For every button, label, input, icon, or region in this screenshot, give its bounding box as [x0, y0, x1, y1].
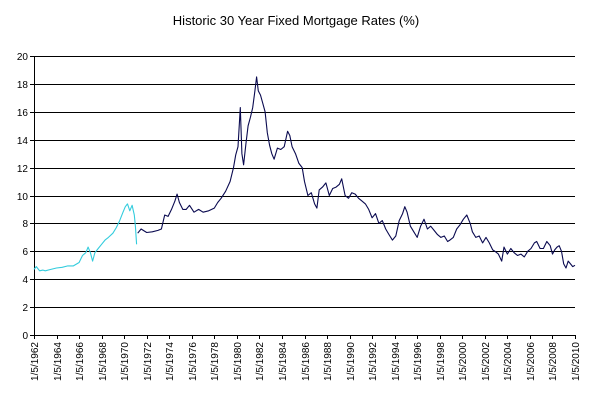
x-tick-label: 1/5/1964 [53, 342, 64, 381]
x-tick-label: 1/5/1994 [391, 342, 402, 381]
y-tick-label: 6 [22, 247, 28, 258]
x-tick-label: 1/5/2004 [503, 342, 514, 381]
x-tick-label: 1/5/2010 [571, 342, 582, 381]
y-tick-label: 12 [17, 164, 29, 175]
series-line-1 [33, 203, 138, 272]
y-axis: 0 2 4 6 8 10 12 14 16 18 20 [17, 52, 35, 342]
y-tick-label: 20 [17, 52, 29, 63]
x-tick-label: 1/5/1986 [301, 342, 312, 381]
y-tick-label: 10 [17, 192, 29, 203]
x-tick-label: 1/5/2000 [458, 342, 469, 381]
y-tick-label: 18 [17, 80, 29, 91]
x-tick-label: 1/5/1966 [75, 342, 86, 381]
x-tick-label: 1/5/1990 [346, 342, 357, 381]
y-tick-label: 4 [22, 275, 28, 286]
x-tick-label: 1/5/2006 [526, 342, 537, 381]
y-tick-label: 8 [22, 219, 28, 230]
x-tick-label: 1/5/1972 [143, 342, 154, 381]
chart-title: Historic 30 Year Fixed Mortgage Rates (%… [173, 13, 419, 28]
x-tick-label: 1/5/1970 [120, 342, 131, 381]
x-tick-label: 1/5/1982 [255, 342, 266, 381]
y-tick-label: 2 [22, 303, 28, 314]
x-tick-label: 1/5/1992 [368, 342, 379, 381]
x-tick-label: 1/5/2008 [548, 342, 559, 381]
y-tick-label: 0 [22, 331, 28, 342]
x-tick-label: 1/5/1984 [278, 342, 289, 381]
x-tick-label: 1/5/1968 [98, 342, 109, 381]
y-tick-label: 14 [17, 136, 29, 147]
x-tick-label: 1/5/1988 [323, 342, 334, 381]
x-tick-label: 1/5/2002 [481, 342, 492, 381]
y-tick-label: 16 [17, 108, 29, 119]
series-layer [33, 76, 576, 272]
x-tick-label: 1/5/1962 [30, 342, 41, 381]
x-tick-label: 1/5/1980 [233, 342, 244, 381]
x-tick-label: 1/5/1974 [165, 342, 176, 381]
series-line-2 [137, 76, 576, 269]
x-tick-label: 1/5/1976 [188, 342, 199, 381]
gridlines [34, 56, 575, 308]
x-tick-label: 1/5/1996 [413, 342, 424, 381]
x-axis: 1/5/1962 1/5/1964 1/5/1966 1/5/1968 1/5/1970… [30, 335, 582, 381]
x-tick-label: 1/5/1978 [210, 342, 221, 381]
x-tick-label: 1/5/1998 [436, 342, 447, 381]
